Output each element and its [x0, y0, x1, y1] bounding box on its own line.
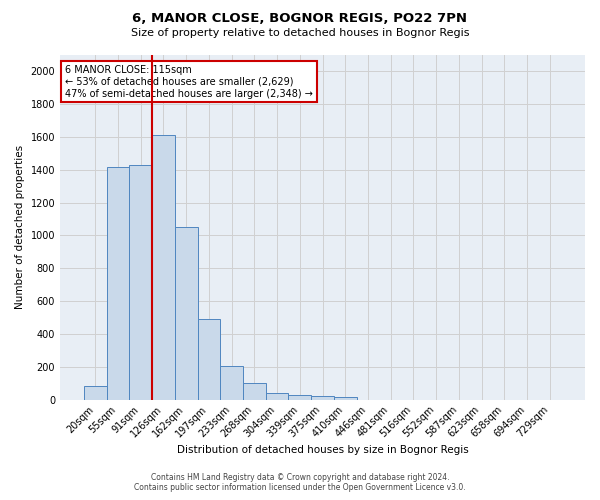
Bar [289, 395, 311, 400]
Bar [84, 386, 107, 400]
Bar [175, 228, 197, 400]
X-axis label: Distribution of detached houses by size in Bognor Regis: Distribution of detached houses by size … [176, 445, 469, 455]
Bar [220, 366, 243, 400]
Bar [266, 393, 289, 400]
Bar [152, 136, 175, 400]
Text: Contains HM Land Registry data © Crown copyright and database right 2024.
Contai: Contains HM Land Registry data © Crown c… [134, 473, 466, 492]
Bar [197, 319, 220, 400]
Bar [243, 383, 266, 400]
Bar [334, 396, 356, 400]
Bar [130, 165, 152, 400]
Text: 6 MANOR CLOSE: 115sqm
← 53% of detached houses are smaller (2,629)
47% of semi-d: 6 MANOR CLOSE: 115sqm ← 53% of detached … [65, 66, 313, 98]
Text: 6, MANOR CLOSE, BOGNOR REGIS, PO22 7PN: 6, MANOR CLOSE, BOGNOR REGIS, PO22 7PN [133, 12, 467, 26]
Text: Size of property relative to detached houses in Bognor Regis: Size of property relative to detached ho… [131, 28, 469, 38]
Y-axis label: Number of detached properties: Number of detached properties [15, 145, 25, 310]
Bar [311, 396, 334, 400]
Bar [107, 166, 130, 400]
